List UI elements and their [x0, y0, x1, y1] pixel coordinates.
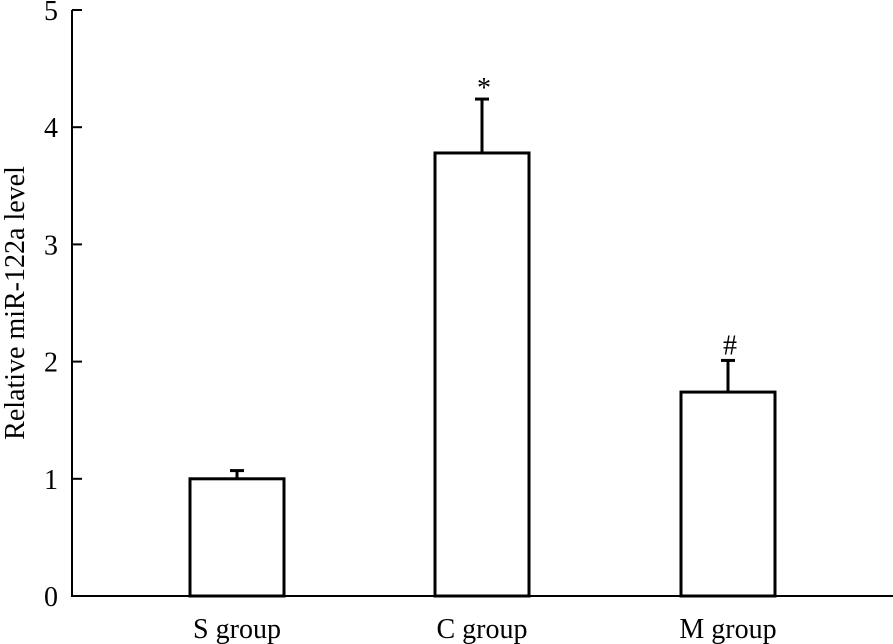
- y-tick-label: 1: [44, 465, 58, 496]
- x-category-label: S group: [193, 614, 281, 644]
- x-category-label: M group: [679, 614, 776, 644]
- y-tick-label: 3: [44, 230, 58, 261]
- bar: [433, 151, 531, 598]
- y-tick-label: 5: [44, 0, 58, 27]
- y-tick-label: 0: [44, 582, 58, 613]
- y-tick-label: 4: [44, 113, 58, 144]
- significance-marker: *: [477, 73, 491, 104]
- bars: S group * C group # M group: [188, 73, 777, 644]
- bar: [679, 390, 777, 598]
- bar: [188, 477, 286, 598]
- y-tick-label: 2: [44, 348, 58, 379]
- x-category-label: C group: [437, 614, 528, 644]
- significance-marker: #: [723, 330, 737, 361]
- y-axis-title: Relative miR-122a level: [0, 166, 31, 440]
